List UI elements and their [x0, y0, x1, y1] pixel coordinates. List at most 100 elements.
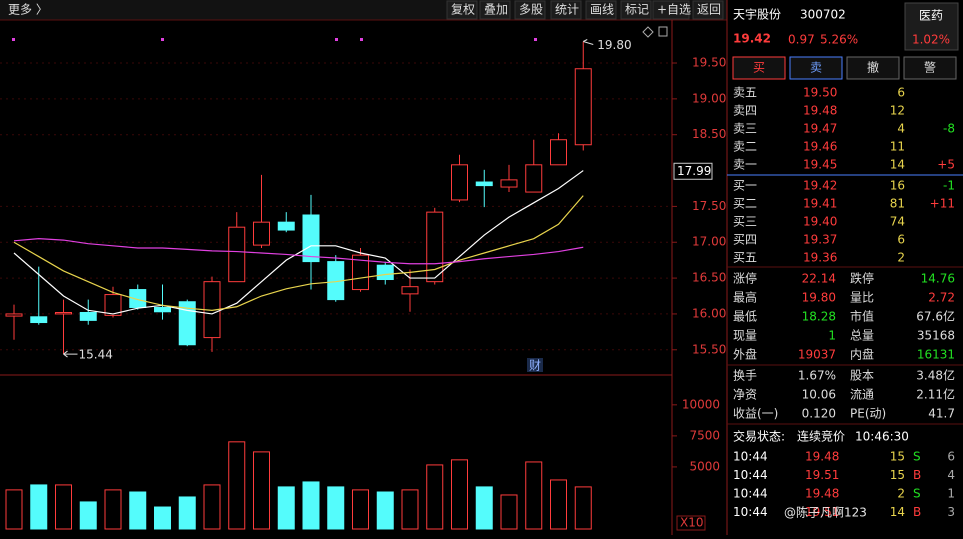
book-label: 卖五 — [733, 86, 757, 100]
toolbar-button-bg[interactable] — [446, 0, 478, 20]
toolbar-button[interactable]: 画线 — [590, 3, 614, 17]
candle-body — [574, 68, 592, 146]
tick-count: 4 — [947, 468, 955, 482]
stat-value: 22.14 — [802, 272, 836, 286]
stat-label: 股本 — [850, 369, 874, 383]
candle-body — [154, 306, 171, 313]
y-tick-label: 16.00 — [692, 306, 726, 320]
volume-bar — [253, 451, 270, 530]
change-pct: 5.26% — [820, 33, 858, 47]
candle-body — [55, 311, 72, 315]
volume-bar — [525, 461, 543, 530]
toolbar-button-bg[interactable] — [652, 0, 690, 20]
status: 连续竞价 — [797, 429, 845, 444]
book-change: -8 — [943, 122, 955, 136]
book-volume: 11 — [890, 140, 905, 154]
candle-body — [401, 286, 419, 295]
book-price: 19.40 — [803, 215, 837, 229]
status-label: 交易状态: — [733, 429, 785, 444]
moving-average — [13, 170, 584, 315]
tick-side: S — [913, 487, 921, 501]
book-price: 19.36 — [803, 251, 837, 265]
toolbar-button[interactable]: 叠加 — [484, 3, 508, 17]
moving-average — [13, 238, 584, 265]
tick-side: B — [913, 505, 921, 519]
book-volume: 4 — [897, 122, 905, 136]
candle-body — [525, 164, 543, 193]
book-label: 卖四 — [733, 104, 757, 118]
stat-label: 流通 — [850, 388, 874, 402]
action-button[interactable]: 警 — [924, 60, 936, 75]
icon — [658, 26, 668, 37]
book-volume: 14 — [890, 158, 905, 172]
action-button-bg[interactable] — [789, 56, 843, 80]
volume-bar — [154, 506, 171, 530]
book-price: 19.41 — [803, 197, 837, 211]
book-volume: 16 — [890, 179, 905, 193]
toolbar-button-bg[interactable] — [479, 0, 511, 20]
toolbar-button-bg[interactable] — [514, 0, 546, 20]
tick-count: 3 — [947, 505, 955, 519]
candle-body — [30, 316, 48, 324]
stock-name: 天宇股份 — [733, 8, 781, 22]
toolbar-button-bg[interactable] — [692, 0, 724, 20]
volume-bar — [401, 489, 419, 530]
tick-side: S — [913, 450, 921, 464]
book-volume: 12 — [890, 104, 905, 118]
volume-bar — [129, 491, 147, 530]
volume-tick-label: 5000 — [689, 459, 720, 473]
volume-bar — [203, 484, 221, 530]
toolbar-button-bg[interactable] — [550, 0, 582, 20]
book-price: 19.45 — [803, 158, 837, 172]
tick-price: 19.48 — [805, 450, 839, 464]
action-button-bg[interactable] — [903, 56, 957, 80]
toolbar-button[interactable]: 多股 — [519, 3, 543, 17]
action-button[interactable]: 买 — [753, 61, 765, 75]
stat-value: 2.72 — [928, 291, 955, 305]
action-button[interactable]: 卖 — [810, 61, 822, 75]
candle-body — [475, 181, 493, 187]
book-label: 买五 — [733, 251, 757, 265]
stat-value: 0.120 — [802, 407, 836, 421]
toolbar-button[interactable]: 返回 — [697, 3, 721, 17]
toolbar-button[interactable]: 统计 — [555, 3, 579, 17]
toolbar-button[interactable]: 标记 — [625, 3, 649, 17]
change: 0.97 — [788, 33, 815, 47]
stat-label: 跌停 — [850, 271, 874, 286]
toolbar-button[interactable]: 复权 — [451, 3, 475, 17]
stat-value: 35168 — [917, 329, 955, 343]
tick-count: 1 — [947, 487, 955, 501]
tick-time: 10:44 — [733, 505, 768, 519]
toolbar-button-bg[interactable] — [620, 0, 652, 20]
stat-label: 最低 — [733, 310, 757, 324]
book-volume: 81 — [890, 197, 905, 211]
stat-label: 总量 — [850, 329, 874, 343]
action-button[interactable]: 撤 — [867, 60, 879, 75]
book-price: 19.50 — [803, 86, 837, 100]
cursor-box — [673, 162, 713, 180]
volume-bar — [550, 479, 567, 530]
candle-body — [376, 264, 394, 281]
toolbar-button-bg[interactable] — [585, 0, 617, 20]
action-button-bg[interactable] — [846, 56, 900, 80]
volume-bar — [228, 441, 246, 530]
action-button-bg[interactable] — [732, 56, 786, 80]
book-price: 19.42 — [803, 179, 837, 193]
cursor-label: 17.99 — [677, 164, 711, 178]
volume-bar — [178, 496, 196, 530]
stat-value: 2.11亿 — [916, 387, 955, 402]
stat-label: 换手 — [733, 369, 757, 383]
sector-box — [904, 2, 959, 51]
tick-volume: 15 — [890, 468, 905, 482]
volume-bar — [30, 484, 48, 530]
more-button[interactable]: 更多 〉 — [8, 3, 48, 17]
tick-count: 6 — [947, 450, 955, 464]
book-volume: 6 — [897, 233, 905, 247]
tick-side: B — [913, 468, 921, 482]
volume-tick-label: 7500 — [689, 428, 720, 442]
volume-bar — [574, 486, 592, 530]
tick-price: 19.51 — [805, 505, 839, 519]
book-volume: 2 — [897, 251, 905, 265]
toolbar-button[interactable]: +自选 — [657, 3, 691, 17]
volume-bar — [5, 489, 23, 530]
